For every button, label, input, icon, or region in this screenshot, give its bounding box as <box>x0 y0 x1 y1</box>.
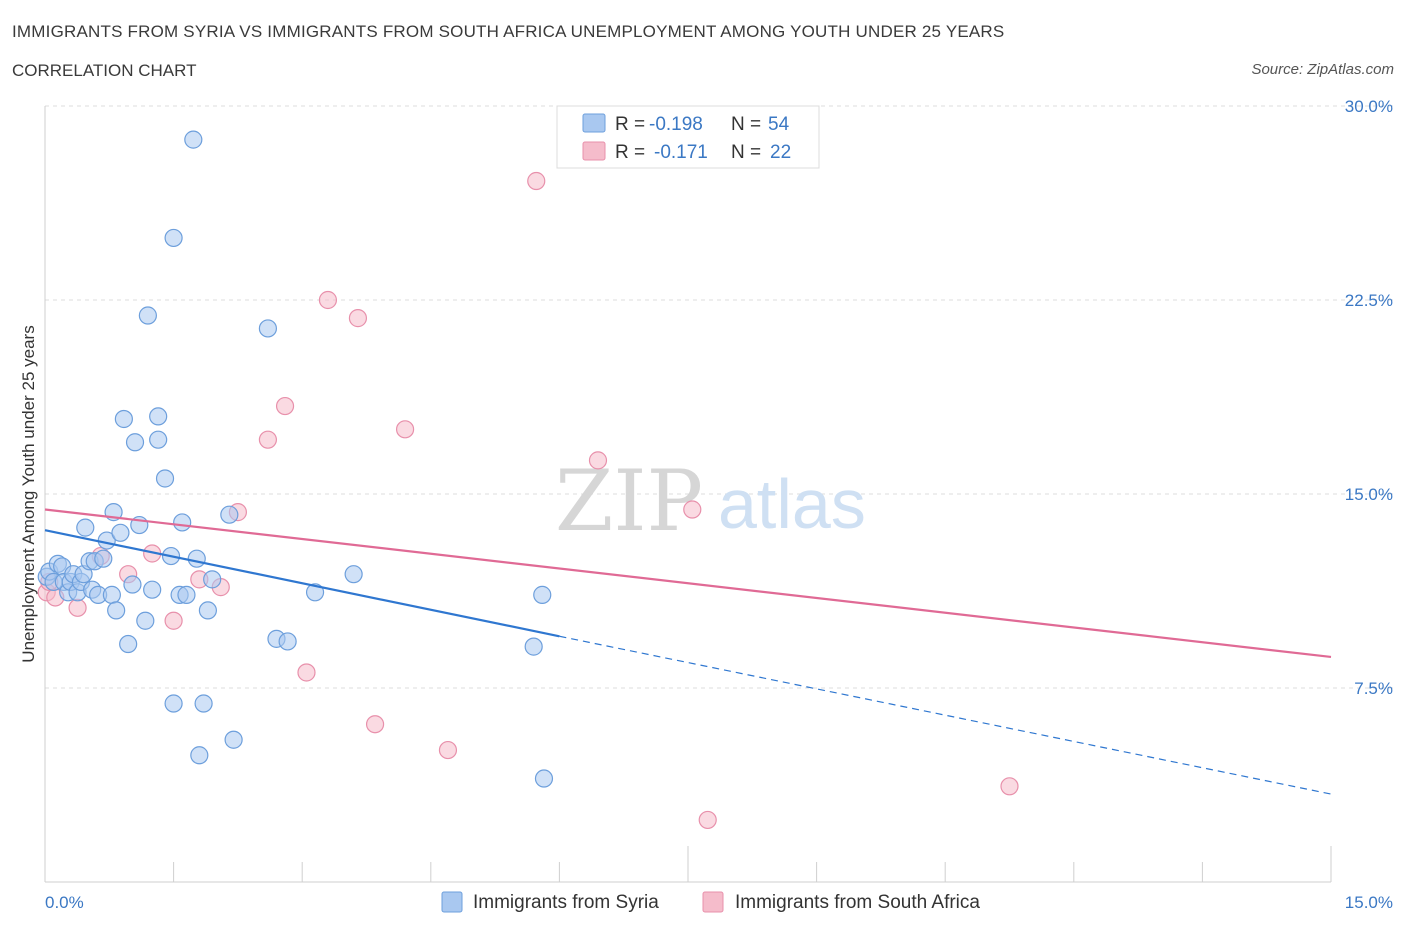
south-africa-point <box>164 611 183 630</box>
syria-points <box>37 130 554 788</box>
syria-point <box>143 580 162 599</box>
syria-point <box>155 469 175 488</box>
south-africa-point <box>275 396 295 416</box>
south-africa-point <box>258 430 278 449</box>
south-africa-trend-line <box>44 508 1332 659</box>
syria-trend-line <box>44 529 560 638</box>
south-africa-point <box>438 740 458 760</box>
syria-point <box>164 694 183 713</box>
y-tick-label: 7.5% <box>1354 679 1393 698</box>
syria-point <box>136 611 155 630</box>
syria-point <box>138 306 157 325</box>
y-tick-label: 15.0% <box>1345 485 1393 504</box>
syria-point <box>203 570 222 589</box>
bottom-legend: Immigrants from Syria Immigrants from So… <box>441 891 980 913</box>
south-africa-r-label: R = <box>615 142 645 163</box>
syria-point <box>114 409 133 429</box>
chart-subtitle: CORRELATION CHART <box>12 61 197 80</box>
chart-title: IMMIGRANTS FROM SYRIA VS IMMIGRANTS FROM… <box>12 22 1005 41</box>
syria-point <box>123 575 142 594</box>
syria-point <box>149 430 168 449</box>
syria-point <box>224 730 243 749</box>
y-axis-label: Unemployment Among Youth under 25 years <box>19 325 38 662</box>
legend-syria-swatch <box>441 891 463 913</box>
syria-n-value: 54 <box>768 114 790 135</box>
x-tick-marks <box>173 846 1332 882</box>
syria-r-value: -0.198 <box>649 114 703 135</box>
y-tick-label: 22.5% <box>1345 291 1393 310</box>
syria-point <box>107 601 126 620</box>
south-africa-point <box>683 500 702 519</box>
trend-lines <box>44 508 1332 795</box>
syria-point <box>177 585 196 604</box>
syria-point <box>524 637 543 656</box>
syria-point <box>102 585 121 604</box>
watermark-zip: ZIP <box>555 452 703 550</box>
syria-point <box>344 565 363 584</box>
syria-point <box>187 549 206 568</box>
south-africa-point <box>1000 777 1019 796</box>
south-africa-point <box>68 598 87 617</box>
x-tick-label-min: 0.0% <box>45 893 84 912</box>
syria-trend-extension <box>559 635 1332 795</box>
syria-point <box>190 746 209 765</box>
syria-point <box>194 694 213 713</box>
south-africa-point <box>297 663 316 682</box>
syria-point <box>220 505 239 524</box>
south-africa-n-value: 22 <box>770 142 791 163</box>
source-credit: Source: ZipAtlas.com <box>1251 61 1394 78</box>
south-africa-point <box>348 309 368 328</box>
south-africa-point <box>588 451 608 470</box>
south-africa-n-label: N = <box>731 142 761 163</box>
south-africa-point <box>527 171 546 191</box>
syria-point <box>164 228 183 248</box>
syria-point <box>305 583 325 602</box>
syria-point <box>184 130 203 149</box>
syria-point <box>173 513 192 532</box>
syria-point <box>258 319 278 338</box>
stats-legend: R = -0.198 N = 54 R = -0.171 N = 22 <box>556 105 820 169</box>
syria-point <box>198 601 217 620</box>
south-africa-point <box>698 810 717 830</box>
south-africa-r-value: -0.171 <box>654 142 708 163</box>
south-africa-points <box>37 171 1019 830</box>
syria-point <box>533 585 552 604</box>
syria-r-label: R = <box>615 114 645 135</box>
legend-south-africa-label: Immigrants from South Africa <box>735 892 980 913</box>
y-tick-labels: 7.5% 15.0% 22.5% 30.0% <box>1345 97 1393 698</box>
legend-syria-label: Immigrants from Syria <box>473 892 659 913</box>
south-africa-point <box>365 715 385 734</box>
y-tick-label: 30.0% <box>1345 97 1393 116</box>
watermark-atlas: atlas <box>718 465 866 543</box>
gridlines <box>45 105 1393 689</box>
syria-n-label: N = <box>731 114 761 135</box>
syria-point <box>76 518 95 537</box>
syria-point <box>534 769 554 788</box>
south-africa-swatch <box>582 141 606 161</box>
syria-point <box>125 433 145 452</box>
x-tick-label-max: 15.0% <box>1345 893 1393 912</box>
syria-point <box>94 549 113 568</box>
legend-south-africa-swatch <box>702 891 724 913</box>
south-africa-point <box>318 290 338 310</box>
syria-point <box>111 523 130 542</box>
syria-point <box>278 632 297 651</box>
south-africa-point <box>395 420 415 439</box>
syria-point <box>119 634 138 654</box>
syria-point <box>149 407 168 426</box>
syria-swatch <box>582 113 606 133</box>
